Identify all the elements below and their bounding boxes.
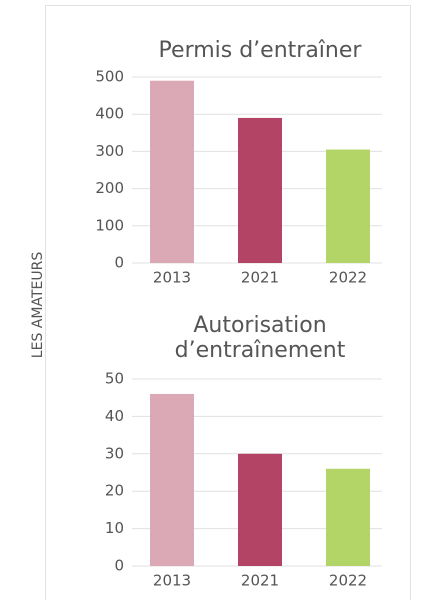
y-tick-label: 0: [114, 254, 124, 272]
x-tick-label: 2013: [153, 269, 191, 287]
bar: [238, 453, 282, 566]
x-tick-label: 2022: [329, 269, 367, 287]
y-tick-label: 10: [105, 519, 124, 537]
bar: [238, 117, 282, 263]
y-tick-label: 100: [95, 216, 124, 234]
y-tick-label: 300: [95, 142, 124, 160]
frame: [45, 5, 411, 600]
x-tick-label: 2021: [241, 269, 279, 287]
y-tick-label: 20: [105, 482, 124, 500]
bar: [326, 468, 370, 566]
x-tick-label: 2022: [329, 572, 367, 590]
chart-title: Autorisation d’entraînement: [174, 313, 346, 363]
y-tick-label: 400: [95, 105, 124, 123]
y-tick-label: 30: [105, 444, 124, 462]
y-tick-label: 200: [95, 179, 124, 197]
x-tick-label: 2021: [241, 572, 279, 590]
x-tick-label: 2013: [153, 572, 191, 590]
y-tick-label: 0: [114, 557, 124, 575]
y-tick-label: 40: [105, 407, 124, 425]
chart-title: Permis d’entraîner: [158, 38, 362, 63]
bar: [150, 80, 194, 263]
bar: [326, 149, 370, 263]
side-label: LES AMATEURS: [30, 252, 46, 359]
bar: [150, 393, 194, 566]
y-tick-label: 50: [105, 370, 124, 388]
y-tick-label: 500: [95, 68, 124, 86]
